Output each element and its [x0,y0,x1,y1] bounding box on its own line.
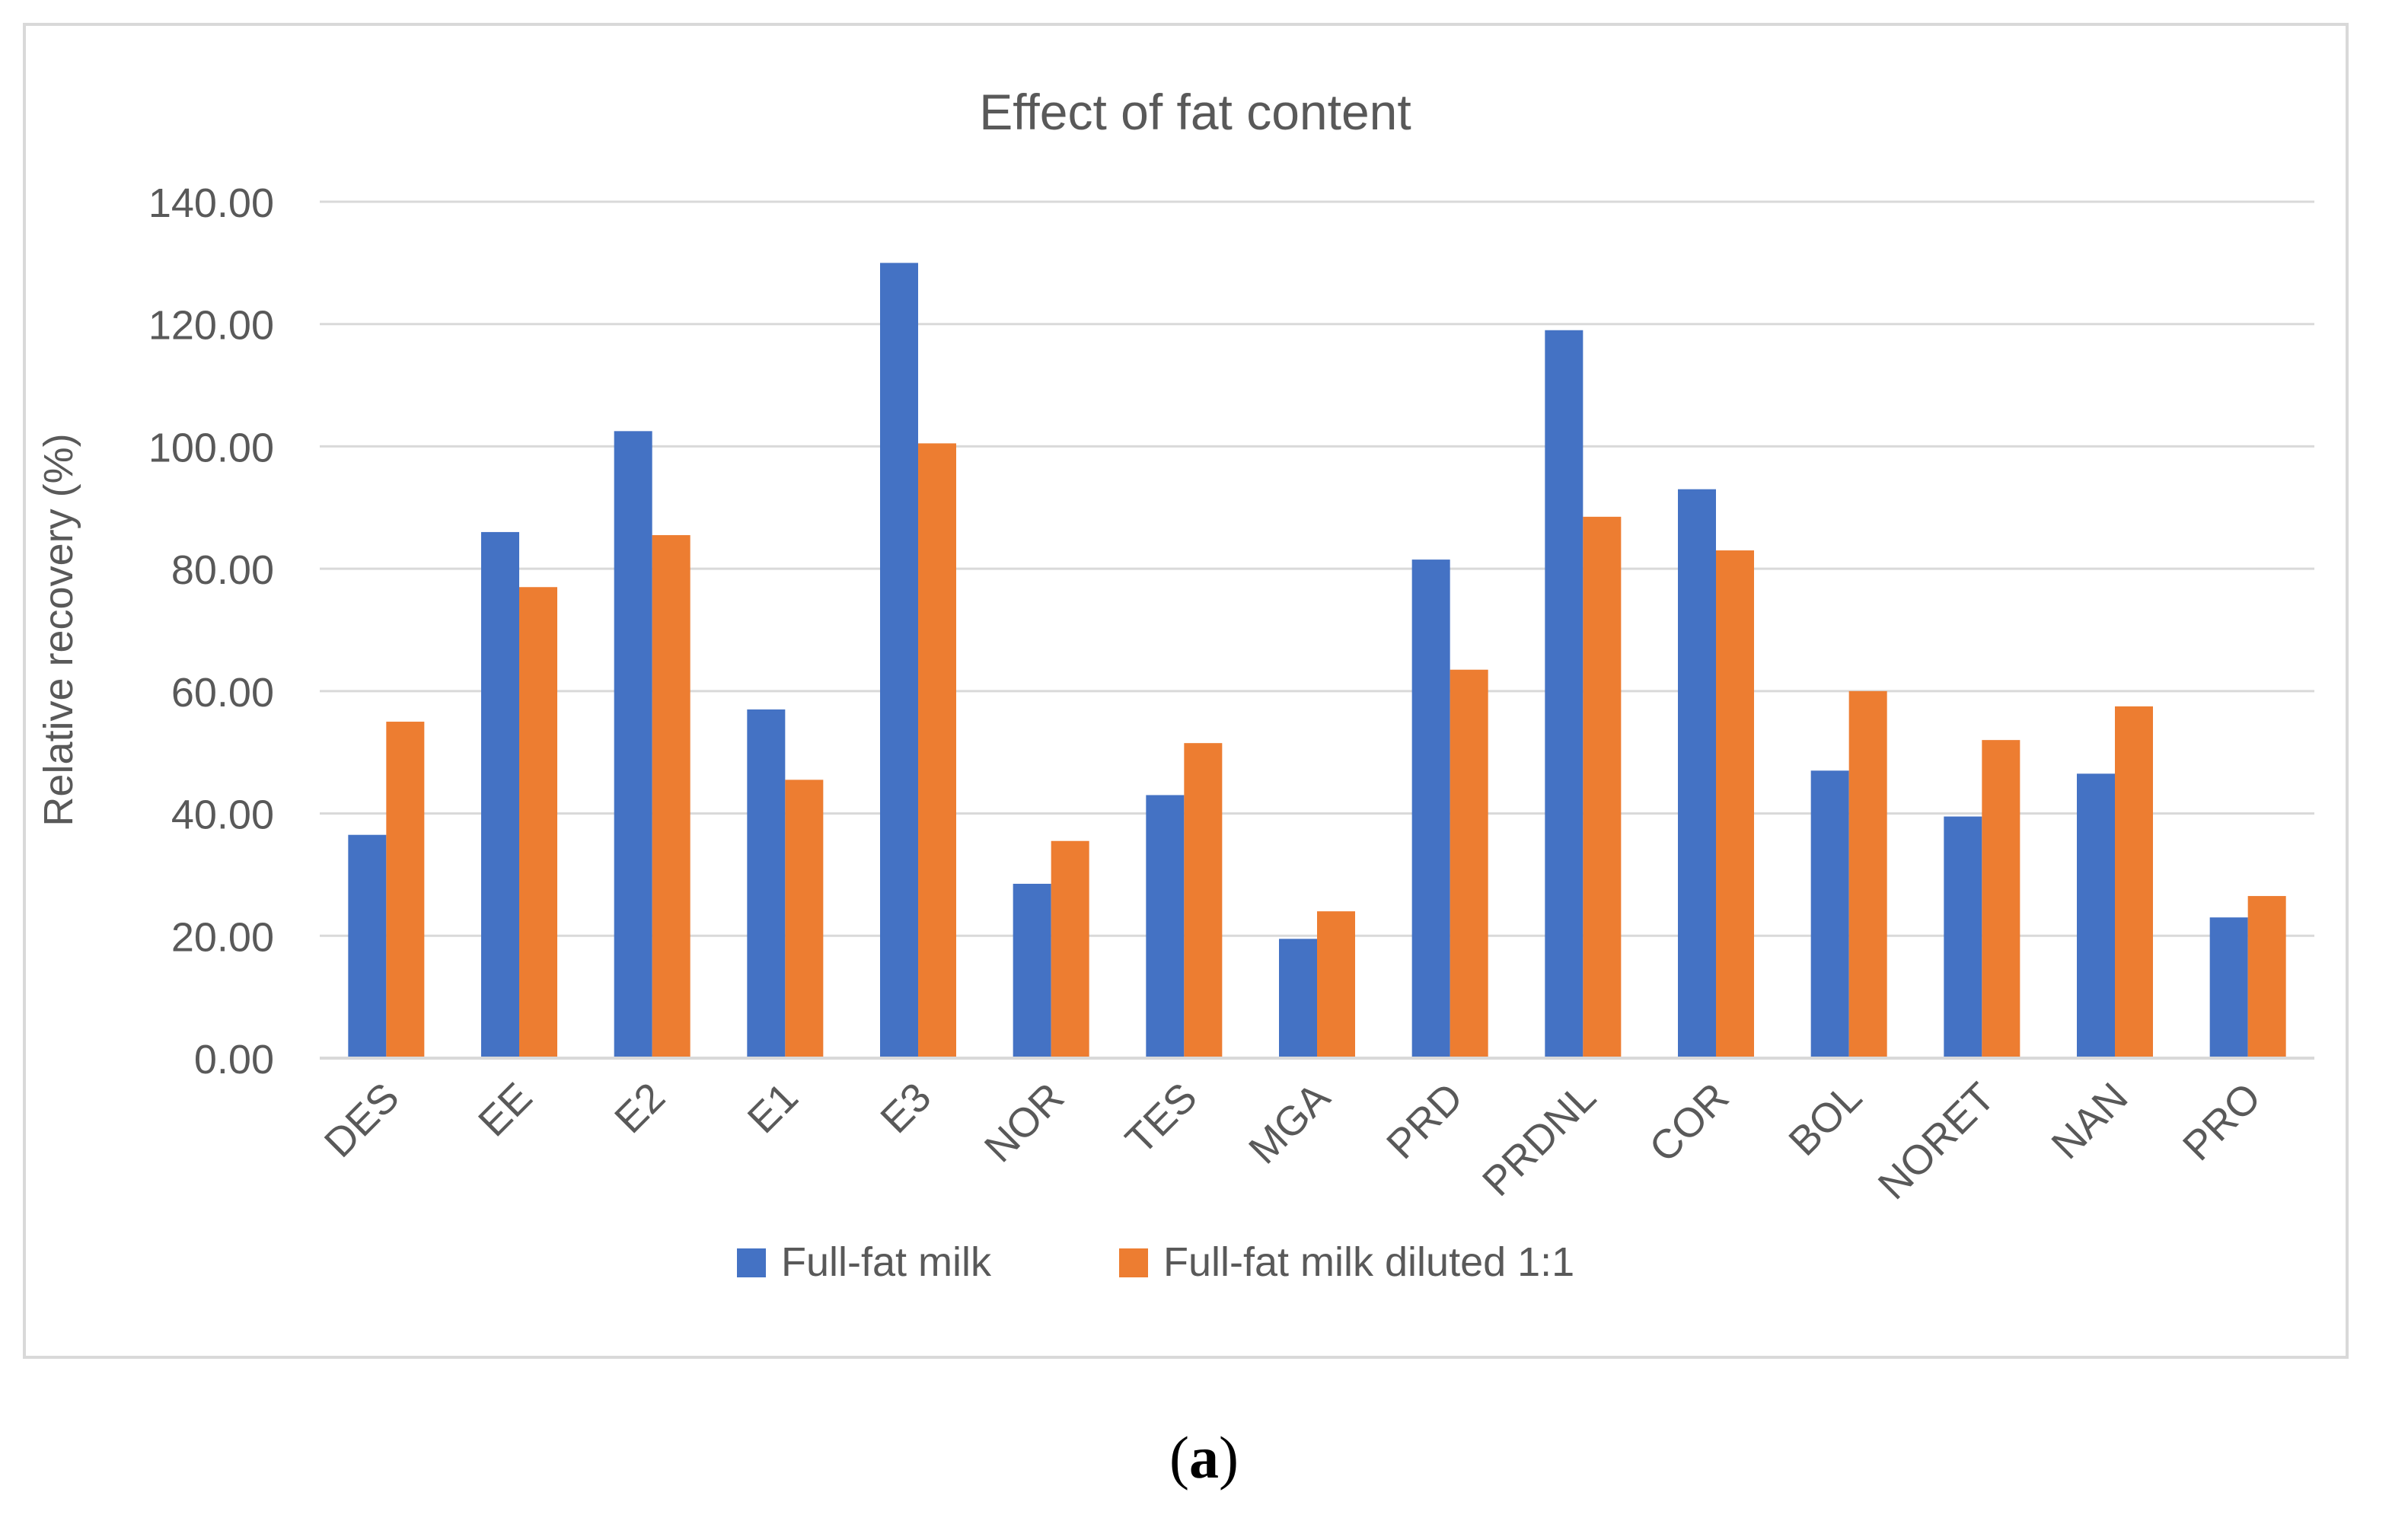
bar-PRO-series-1 [2209,917,2248,1058]
bar-BOL-series-2 [1848,690,1887,1058]
caption-letter: a [1189,1424,1219,1491]
bar-EE-series-2 [519,587,557,1058]
bar-E3-series-1 [880,263,918,1058]
bar-PRDNL-series-1 [1545,330,1584,1058]
y-tick-label: 100.00 [148,425,274,470]
x-tick-label: E1 [739,1074,807,1142]
bar-MGA-series-1 [1279,939,1317,1058]
bar-NORET-series-2 [1982,740,2020,1058]
chart-title: Effect of fat content [979,84,1411,140]
bar-MGA-series-2 [1317,911,1355,1058]
bar-E3-series-2 [918,443,956,1058]
bar-E2-series-1 [614,431,652,1058]
caption-open-paren: ( [1169,1424,1189,1491]
bar-DES-series-1 [348,834,387,1058]
figure-caption: (a) [0,1424,2408,1492]
legend-label: Full-fat milk diluted 1:1 [1163,1239,1574,1285]
y-tick-label: 80.00 [171,547,274,593]
bar-PRD-series-1 [1411,560,1450,1058]
x-tick-label: NAN [2043,1074,2136,1168]
bar-PRO-series-2 [2247,896,2286,1058]
bar-BOL-series-1 [1810,770,1849,1058]
x-tick-label: DES [316,1074,408,1166]
y-axis-label: Relative recovery (%) [36,433,81,826]
legend: Full-fat milk Full-fat milk diluted 1:1 [737,1239,1574,1285]
y-tick-label: 40.00 [171,792,274,838]
bar-NOR-series-2 [1051,840,1089,1058]
bar-PRDNL-series-2 [1583,516,1622,1058]
x-tick-label: TES [1117,1074,1206,1163]
bar-NAN-series-2 [2115,706,2153,1058]
caption-close-paren: ) [1219,1424,1239,1491]
bar-COR-series-2 [1716,550,1754,1058]
y-tick-label: 20.00 [171,914,274,960]
x-tick-label: NOR [976,1074,1073,1171]
x-tick-label: E2 [606,1074,674,1142]
x-tick-label: PRO [2174,1074,2269,1169]
bar-E1-series-1 [747,709,786,1058]
bar-NAN-series-1 [2077,773,2115,1058]
legend-label: Full-fat milk [781,1239,992,1285]
x-tick-label: NORET [1870,1074,2004,1208]
y-tick-label: 60.00 [171,670,274,716]
x-tick-label: MGA [1240,1074,1338,1172]
bar-NOR-series-1 [1013,883,1051,1058]
bar-E1-series-2 [785,780,824,1058]
bar-PRD-series-2 [1450,669,1488,1058]
bars [348,263,2286,1058]
legend-swatch [737,1248,766,1277]
x-tick-label: BOL [1780,1074,1871,1165]
x-tick-label: COR [1641,1074,1737,1171]
y-tick-label: 0.00 [194,1037,274,1082]
x-tick-label: E3 [872,1074,939,1142]
bar-NORET-series-1 [1944,816,1982,1058]
y-tick-label: 140.00 [148,180,274,226]
x-tick-label: PRDNL [1474,1074,1605,1205]
bar-EE-series-1 [481,531,519,1058]
y-tick-label: 120.00 [148,303,274,349]
bar-DES-series-2 [386,722,425,1058]
y-axis-ticks: 0.00 20.00 40.00 60.00 80.00 100.00 120.00 140.… [148,180,274,1082]
bar-COR-series-1 [1678,489,1716,1058]
bar-TES-series-1 [1146,795,1185,1058]
x-tick-label: PRD [1378,1074,1472,1168]
bar-E2-series-2 [652,534,691,1058]
legend-swatch [1119,1248,1148,1277]
x-tick-label: EE [470,1074,541,1145]
bar-TES-series-2 [1184,743,1223,1058]
